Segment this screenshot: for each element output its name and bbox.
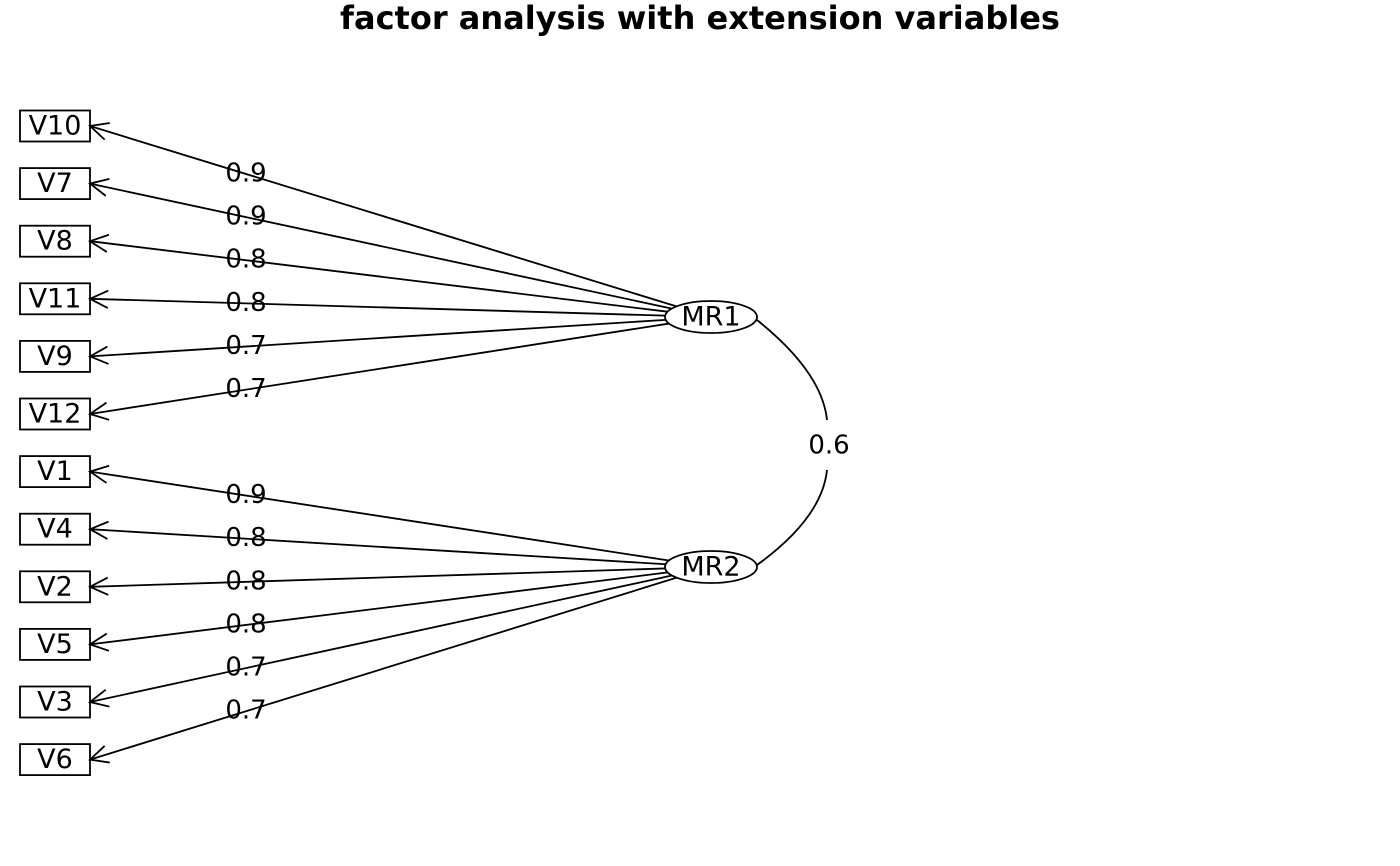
variable-label: V10 [29,111,82,142]
arrowhead [87,289,109,309]
variable-label: V1 [37,456,73,487]
variable-label: V2 [37,571,73,602]
loading-edge [89,571,668,646]
loading-edge [89,318,666,358]
loading-edge [89,297,666,317]
loading-edge [89,322,670,415]
variable-label: V12 [29,399,82,430]
loading-label: 0.8 [225,245,266,275]
title: factor analysis with extension variables [340,0,1060,37]
loading-label: 0.7 [225,374,266,404]
loading-label: 0.9 [225,202,266,232]
loading-edge [89,182,673,310]
variable-label: V11 [29,283,82,314]
arrowhead [87,464,110,484]
loading-edge [89,470,670,562]
arrowhead [87,632,110,652]
loading-label: 0.8 [225,566,266,596]
loading-label: 0.8 [225,523,266,553]
factor-label: MR2 [681,552,740,583]
variable-label: V4 [37,514,73,545]
loading-edge [89,576,677,761]
loading-edge [89,574,673,703]
arrowhead [87,688,110,708]
loading-label: 0.8 [225,288,266,318]
correlation-label: 0.6 [808,431,849,461]
variable-label: V8 [37,226,73,257]
correlation-curve [756,319,828,421]
loading-label: 0.9 [225,480,266,510]
loading-edge [89,240,668,313]
loading-label: 0.9 [225,158,266,188]
arrowhead [87,178,110,197]
variable-label: V3 [37,687,73,718]
arrowhead [88,122,110,141]
arrowhead [87,401,110,421]
arrowhead [87,233,110,253]
variable-label: V5 [37,629,73,660]
loading-label: 0.7 [225,331,266,361]
loading-edge [89,528,666,566]
correlation-curve [756,469,828,566]
loading-label: 0.8 [225,609,266,639]
arrowhead [87,345,109,365]
loading-label: 0.7 [225,696,266,726]
arrowhead [88,745,110,764]
variable-label: V9 [37,341,73,372]
factor-node [664,550,758,584]
variable-label: V6 [37,744,73,775]
arrowhead [87,576,109,596]
factor-node [664,300,758,334]
variable-label: V7 [37,168,73,199]
loading-label: 0.7 [225,653,266,683]
loading-edge [89,567,666,588]
loading-edge [89,125,677,308]
arrowhead [87,520,109,540]
factor-label: MR1 [681,302,740,333]
